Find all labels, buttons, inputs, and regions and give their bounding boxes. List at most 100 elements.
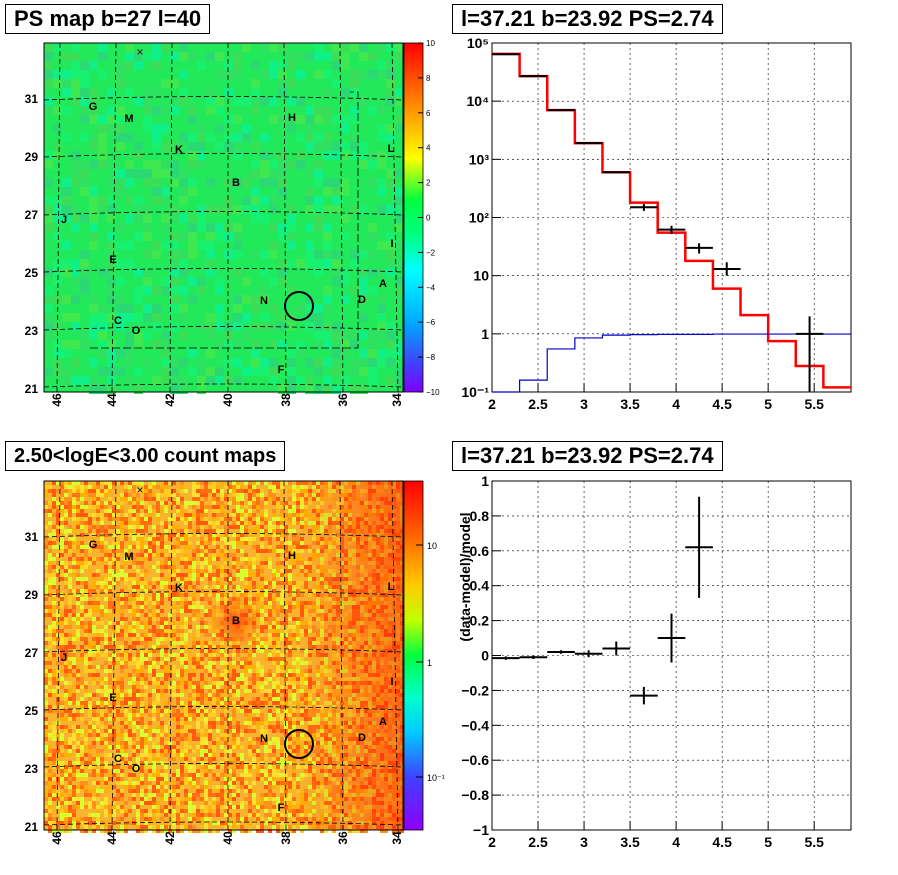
- map-x-tick: 42: [163, 831, 177, 845]
- residual-y-tick: −0.6: [461, 752, 489, 768]
- spectrum-x-tick: 5: [764, 396, 772, 412]
- spectrum-x-tick: 5.5: [804, 396, 824, 412]
- spectrum-panel: 2 2.5 3 3.5 4 4.5 5 5.5 10⁻¹ 1 10 10² 10³ 10⁴ 10⁵: [461, 35, 852, 412]
- residual-x-tick: 4.5: [712, 834, 732, 850]
- count-map-x-ticks: 46 44 42 40 38 36 34: [50, 831, 404, 845]
- source-label-j: J: [61, 652, 67, 664]
- map-x-tick: 38: [279, 831, 293, 845]
- source-label-l: L: [388, 143, 395, 155]
- ps-map-grid: [43, 42, 404, 393]
- spectrum-x-tick: 2: [488, 396, 496, 412]
- residual-x-tick: 3.5: [620, 834, 640, 850]
- residual-y-tick: 0: [481, 648, 489, 664]
- spectrum-y-tick: 10⁻¹: [461, 384, 489, 400]
- source-label-d: D: [358, 732, 366, 744]
- map-y-tick: 21: [25, 382, 39, 396]
- map-x-tick: 42: [163, 393, 177, 407]
- map-x-tick: 44: [105, 831, 119, 845]
- map-y-tick: 27: [25, 646, 39, 660]
- source-label-g: G: [89, 101, 98, 113]
- ps-colorbar-tick: 2: [426, 179, 431, 188]
- spectrum-x-tick: 3.5: [620, 396, 640, 412]
- spectrum-x-tick: 4.5: [712, 396, 732, 412]
- source-label-o: O: [132, 325, 141, 337]
- residual-series: [492, 496, 713, 705]
- count-colorbar-tick: 10⁻¹: [427, 773, 445, 783]
- ps-colorbar-tick: 0: [426, 214, 431, 223]
- ps-colorbar-tick: 10: [426, 39, 435, 48]
- map-x-tick: 34: [390, 393, 404, 407]
- map-y-tick: 29: [25, 588, 39, 602]
- residual-data-point: [574, 650, 603, 658]
- map-x-tick: 40: [221, 393, 235, 407]
- source-label-b: B: [232, 177, 240, 189]
- map-y-tick: 23: [25, 762, 39, 776]
- source-label-e: E: [109, 254, 116, 266]
- spectrum-y-tick: 10: [473, 268, 489, 284]
- residual-data-point: [630, 686, 658, 705]
- source-label-m: M: [124, 551, 133, 563]
- ps-map-marker: ×: [136, 45, 143, 59]
- map-y-tick: 25: [25, 266, 39, 280]
- map-y-tick: 31: [25, 530, 39, 544]
- map-y-tick: 29: [25, 150, 39, 164]
- ps-colorbar-tick: −6: [426, 318, 436, 327]
- spectrum-y-tick: 10³: [469, 151, 490, 167]
- ps-colorbar-tick: −2: [426, 248, 436, 257]
- residual-y-tick: −1: [473, 822, 489, 838]
- count-map-marker: ×: [136, 483, 143, 497]
- residual-x-tick: 4: [672, 834, 680, 850]
- source-label-f: F: [278, 802, 285, 814]
- map-x-tick: 34: [390, 831, 404, 845]
- spectrum-data-point: [602, 171, 631, 174]
- source-label-h: H: [288, 112, 296, 124]
- spectrum-background-line: [492, 333, 851, 393]
- count-colorbar-tick: 1: [427, 658, 432, 668]
- residual-panel: 2 2.5 3 3.5 4 4.5 5 5.5 1 0.8 0.6 0.4 0.2 0 −0.2 −0.4 −…: [457, 473, 852, 850]
- ps-map-texture: [44, 43, 404, 394]
- spectrum-data-point: [712, 262, 741, 276]
- ps-map-x-ticks: 46 44 42 40 38 36 34: [50, 393, 404, 407]
- residual-x-tick: 5.5: [804, 834, 824, 850]
- ps-map-title: PS map b=27 l=40: [5, 4, 211, 34]
- residual-x-tick: 2.5: [528, 834, 548, 850]
- count-map-title: 2.50<logE<3.00 count maps: [5, 441, 286, 471]
- source-label-n: N: [260, 733, 268, 745]
- spectrum-data-point: [685, 243, 713, 254]
- residual-x-tick: 2: [488, 834, 496, 850]
- ps-source-circle: [284, 291, 314, 321]
- count-map-grid: [43, 480, 404, 831]
- spectrum-x-tick: 3: [580, 396, 588, 412]
- spectrum-series: [492, 52, 851, 393]
- ps-colorbar-tick: 8: [426, 74, 431, 83]
- residual-data-point: [547, 650, 575, 654]
- map-x-tick: 36: [336, 393, 350, 407]
- residual-y-tick: 0.8: [470, 508, 490, 524]
- residual-y-tick: 0.6: [470, 543, 490, 559]
- map-y-tick: 23: [25, 324, 39, 338]
- map-x-tick: 44: [105, 393, 119, 407]
- spectrum-data-point: [795, 316, 824, 392]
- spectrum-x-ticks: 2 2.5 3 3.5 4 4.5 5 5.5: [488, 396, 824, 412]
- residual-title: l=37.21 b=23.92 PS=2.74: [452, 441, 723, 471]
- residual-y-tick: −0.2: [461, 682, 489, 698]
- spectrum-data-point: [492, 53, 520, 56]
- map-y-tick: 27: [25, 208, 39, 222]
- spectrum-y-tick: 10⁴: [467, 93, 490, 109]
- source-label-a: A: [379, 716, 387, 728]
- source-label-k: K: [175, 144, 183, 156]
- spectrum-y-ticks: 10⁻¹ 1 10 10² 10³ 10⁴ 10⁵: [461, 35, 489, 400]
- map-x-tick: 36: [336, 831, 350, 845]
- map-y-tick: 25: [25, 704, 39, 718]
- source-label-o: O: [132, 763, 141, 775]
- residual-y-tick: −0.4: [461, 717, 489, 733]
- spectrum-title: l=37.21 b=23.92 PS=2.74: [452, 4, 723, 34]
- residual-data-point: [602, 641, 631, 656]
- map-x-tick: 46: [50, 831, 64, 845]
- source-label-i: I: [390, 676, 393, 688]
- spectrum-data-point: [519, 75, 548, 78]
- source-label-j: J: [61, 214, 67, 226]
- ps-colorbar-tick: −10: [426, 388, 440, 397]
